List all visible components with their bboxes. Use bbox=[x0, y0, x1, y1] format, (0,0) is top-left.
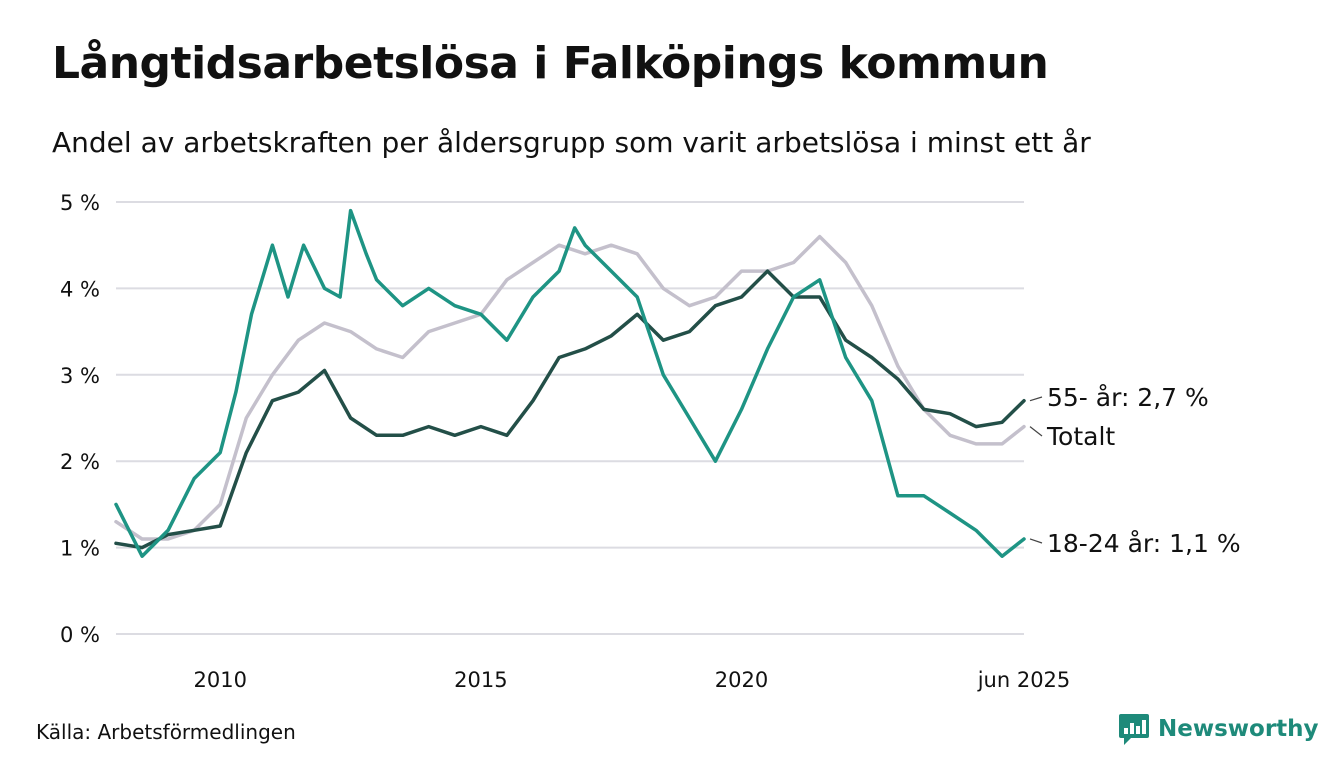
y-axis-tick-labels: 0 % 1 % 2 % 3 % 4 % 5 % bbox=[60, 191, 100, 647]
series-line bbox=[114, 234, 1026, 541]
label-leader bbox=[1029, 426, 1043, 437]
gridlines bbox=[116, 201, 1024, 635]
newsworthy-logo-icon bbox=[1119, 714, 1149, 745]
series-end-label: Totalt bbox=[1046, 422, 1115, 451]
series-end-label: 18-24 år: 1,1 % bbox=[1047, 529, 1241, 558]
chart-subtitle: Andel av arbetskraften per åldersgrupp s… bbox=[52, 126, 1091, 159]
series-line bbox=[114, 269, 1026, 550]
x-tick-label: 2010 bbox=[194, 668, 247, 692]
series-lines bbox=[114, 208, 1026, 558]
y-tick-label: 3 % bbox=[60, 364, 100, 388]
source-note: Källa: Arbetsförmedlingen bbox=[36, 720, 296, 744]
x-tick-label: jun 2025 bbox=[977, 668, 1071, 692]
label-leader bbox=[1029, 396, 1043, 402]
x-axis-tick-labels: 2010 2015 2020 jun 2025 bbox=[194, 668, 1071, 692]
y-tick-label: 0 % bbox=[60, 623, 100, 647]
line-chart: 0 %1 %2 %3 %4 %5 % 2010 2015 2020 jun 2025 … bbox=[60, 191, 1241, 692]
series-end-label: 55- år: 2,7 % bbox=[1047, 383, 1209, 412]
brand: Newsworthy bbox=[1118, 712, 1319, 746]
y-tick-label: 2 % bbox=[60, 450, 100, 474]
label-leader bbox=[1029, 538, 1043, 544]
x-tick-label: 2015 bbox=[454, 668, 507, 692]
series-line bbox=[114, 208, 1026, 558]
y-tick-label: 1 % bbox=[60, 537, 100, 561]
chart-title: Långtidsarbetslösa i Falköpings kommun bbox=[52, 38, 1049, 89]
y-tick-label: 4 % bbox=[60, 277, 100, 301]
brand-name: Newsworthy bbox=[1158, 716, 1319, 742]
x-tick-label: 2020 bbox=[715, 668, 768, 692]
series-end-labels: Totalt 55- år: 2,7 % 18-24 år: 1,1 % bbox=[1029, 383, 1241, 558]
y-tick-label: 5 % bbox=[60, 191, 100, 215]
